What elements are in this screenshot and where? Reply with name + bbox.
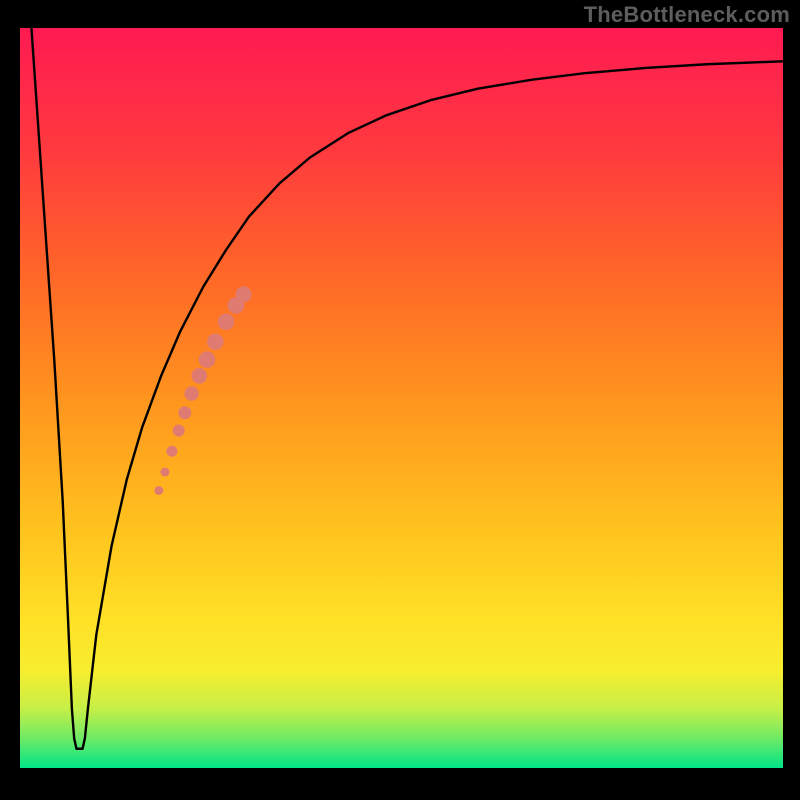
marker-point bbox=[218, 313, 235, 330]
marker-point bbox=[173, 425, 185, 437]
plot-svg bbox=[20, 28, 783, 768]
watermark-text: TheBottleneck.com bbox=[584, 2, 790, 28]
marker-point bbox=[236, 286, 252, 302]
marker-point bbox=[154, 486, 163, 495]
marker-point bbox=[192, 368, 208, 384]
marker-point bbox=[184, 386, 198, 400]
gradient-background bbox=[20, 28, 783, 768]
marker-point bbox=[207, 333, 224, 350]
marker-point bbox=[160, 468, 169, 477]
chart-stage: TheBottleneck.com bbox=[0, 0, 800, 800]
marker-point bbox=[199, 351, 216, 368]
marker-point bbox=[178, 406, 191, 419]
marker-point bbox=[166, 446, 177, 457]
